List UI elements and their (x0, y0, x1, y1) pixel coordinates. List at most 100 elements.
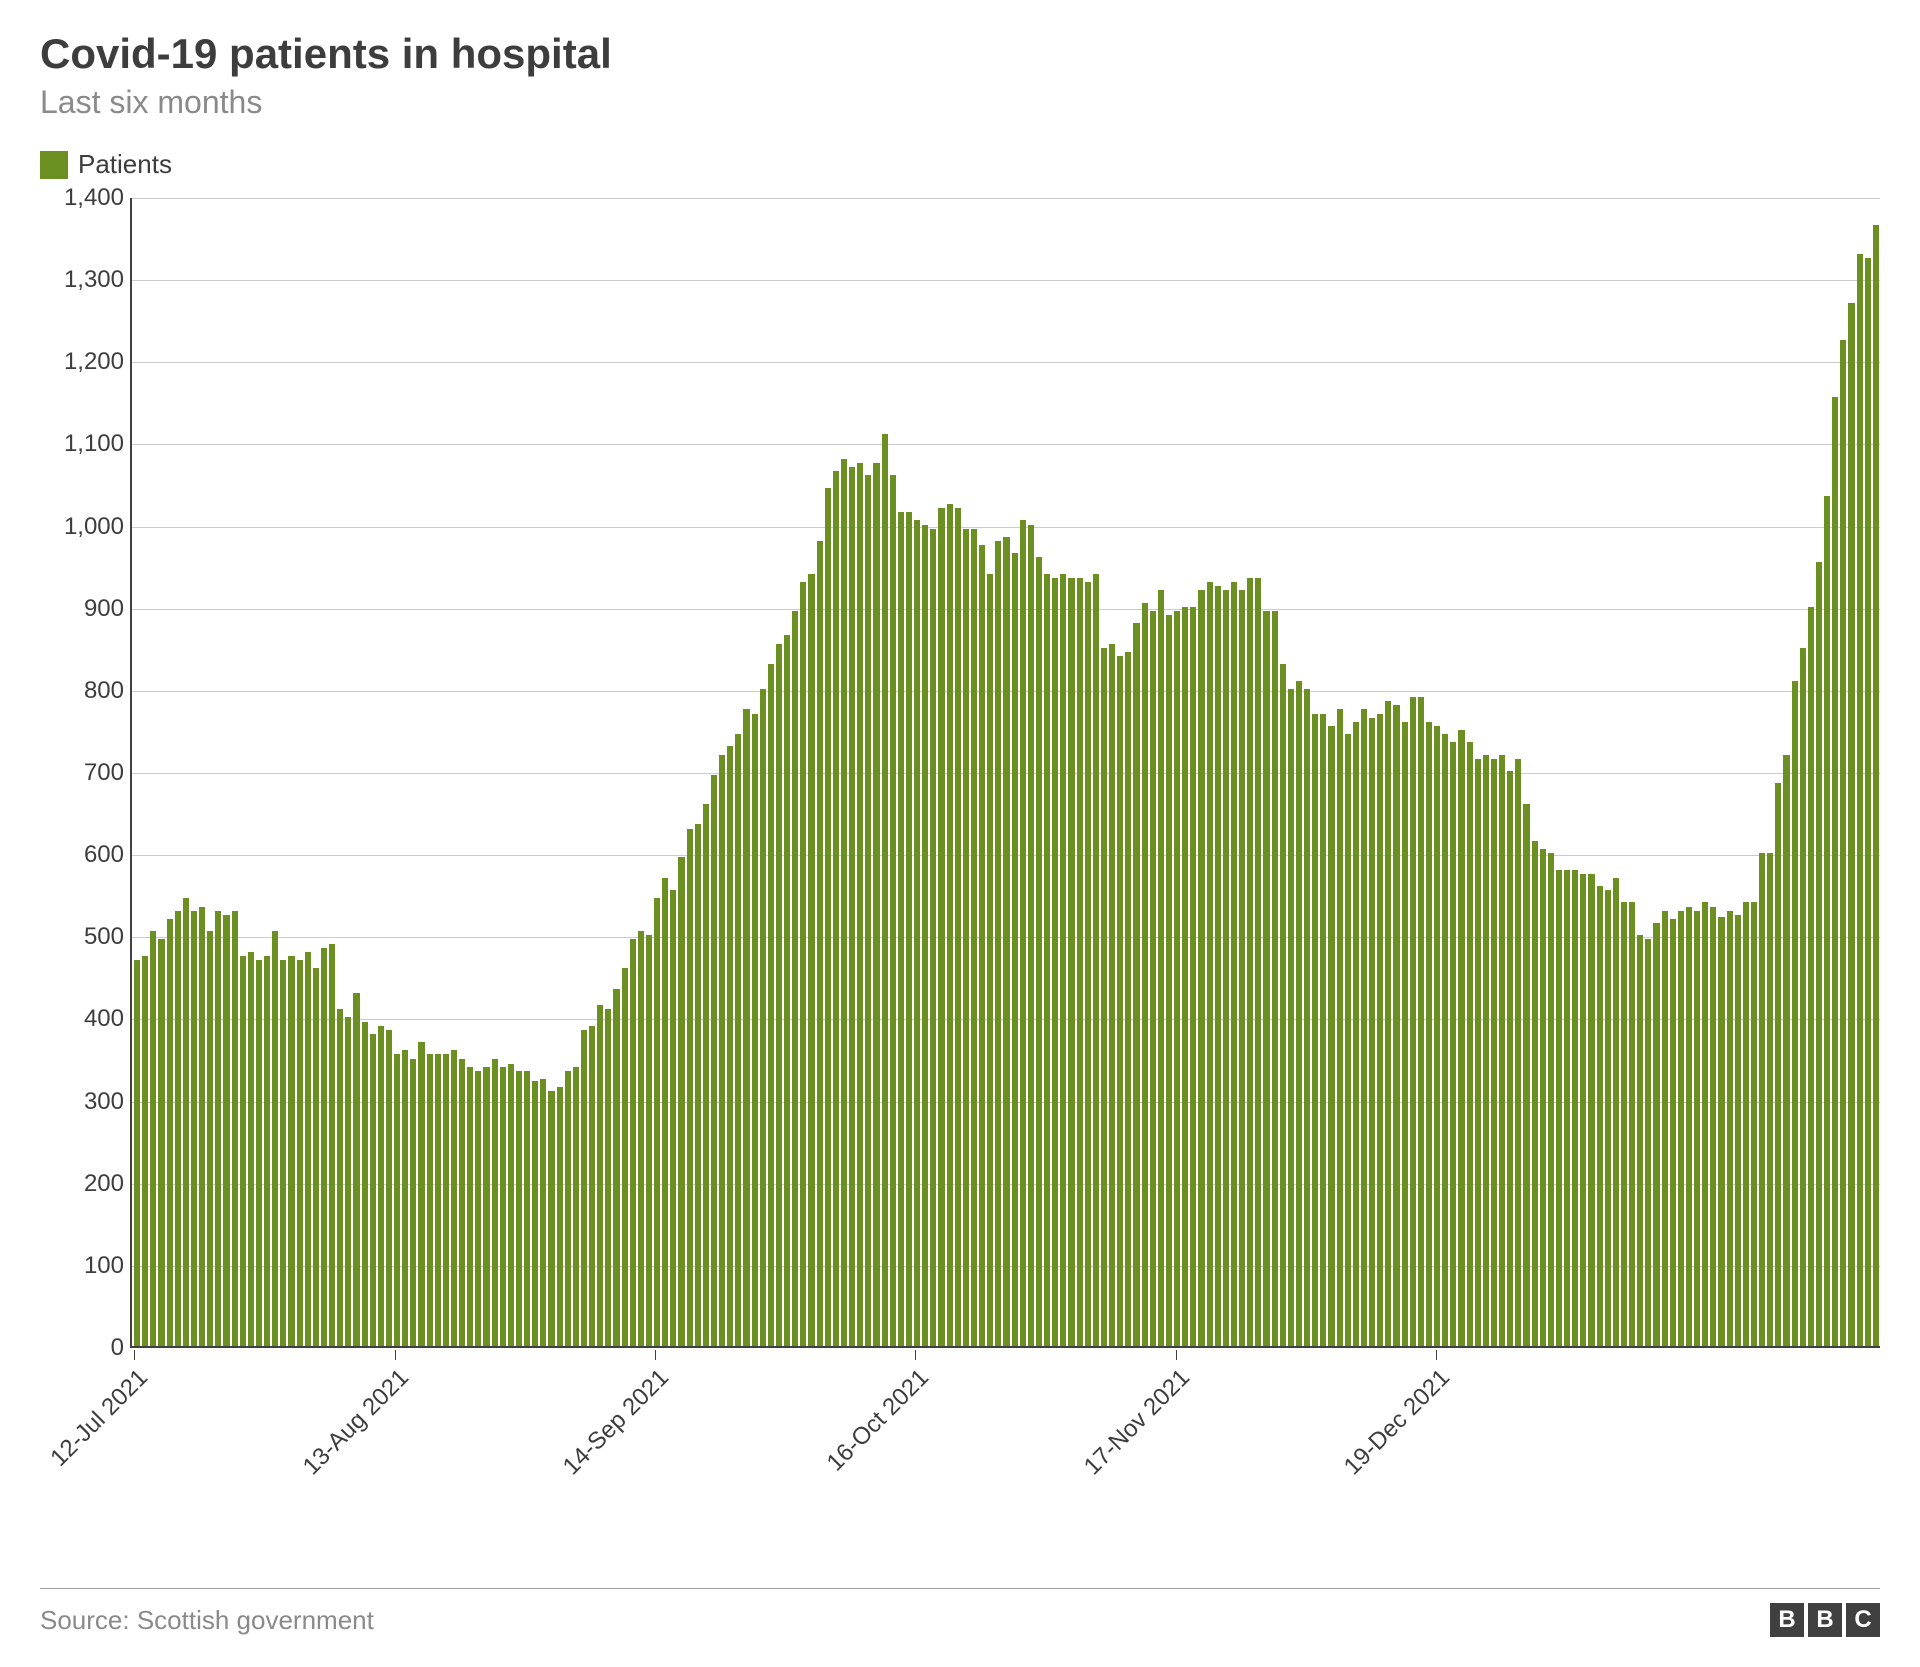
bar (1475, 759, 1481, 1346)
y-tick-label: 0 (40, 1334, 124, 1362)
bar (516, 1071, 522, 1346)
bar (930, 529, 936, 1346)
bar (500, 1067, 506, 1346)
bar (971, 529, 977, 1346)
y-tick-label: 1,200 (40, 348, 124, 376)
logo-letter: C (1846, 1603, 1880, 1637)
y-tick-label: 400 (40, 1005, 124, 1033)
legend: Patients (40, 149, 1880, 180)
bar (264, 956, 270, 1346)
bar (1678, 911, 1684, 1346)
y-tick-label: 300 (40, 1088, 124, 1116)
bar (752, 714, 758, 1347)
bar (987, 574, 993, 1346)
bar (1393, 705, 1399, 1346)
chart-footer: Source: Scottish government BBC (40, 1588, 1880, 1637)
bar (963, 529, 969, 1346)
x-axis-ticks: 12-Jul 202113-Aug 202114-Sep 202116-Oct … (130, 1350, 1880, 1570)
bar (1564, 870, 1570, 1346)
bar (1215, 586, 1221, 1346)
bar (1621, 902, 1627, 1346)
bar (240, 956, 246, 1346)
bar (817, 541, 823, 1346)
bar (1857, 254, 1863, 1347)
bar (1402, 722, 1408, 1346)
bar (792, 611, 798, 1346)
bar (638, 931, 644, 1346)
bar (605, 1009, 611, 1346)
bar (475, 1071, 481, 1346)
bar (922, 525, 928, 1346)
logo-letter: B (1770, 1603, 1804, 1637)
bar (573, 1067, 579, 1346)
bar (1783, 755, 1789, 1346)
bar (394, 1054, 400, 1346)
bar (1312, 714, 1318, 1347)
bar (654, 898, 660, 1346)
bar (418, 1042, 424, 1346)
bar (175, 911, 181, 1346)
bar (865, 475, 871, 1346)
y-tick-label: 1,300 (40, 266, 124, 294)
bar (1483, 755, 1489, 1346)
bar (223, 915, 229, 1346)
bar (288, 956, 294, 1346)
bar (483, 1067, 489, 1346)
x-tick-label: 14-Sep 2021 (558, 1364, 675, 1481)
x-tick-label: 17-Nov 2021 (1079, 1364, 1196, 1481)
bar (947, 504, 953, 1346)
bar (370, 1034, 376, 1346)
bar (678, 857, 684, 1346)
bar (1548, 853, 1554, 1346)
bar (1702, 902, 1708, 1346)
bar (1263, 611, 1269, 1346)
bar (353, 993, 359, 1346)
x-tick-label: 16-Oct 2021 (822, 1364, 935, 1477)
bar (532, 1081, 538, 1346)
bar (1296, 681, 1302, 1346)
bar (1467, 742, 1473, 1346)
bar (1077, 578, 1083, 1346)
bar (1361, 709, 1367, 1346)
bar (1507, 771, 1513, 1346)
bar (1418, 697, 1424, 1346)
bar (1580, 874, 1586, 1346)
bar (1255, 578, 1261, 1346)
y-tick-label: 800 (40, 677, 124, 705)
bar (1377, 714, 1383, 1347)
bar (1223, 590, 1229, 1346)
bar (1605, 890, 1611, 1346)
chart-title: Covid-19 patients in hospital (40, 30, 1880, 78)
bar (1085, 582, 1091, 1346)
bar (849, 467, 855, 1346)
bar (410, 1059, 416, 1347)
bar (1190, 607, 1196, 1346)
bar (1759, 853, 1765, 1346)
bar (232, 911, 238, 1346)
bar (955, 508, 961, 1346)
bar (443, 1054, 449, 1346)
bar (1060, 574, 1066, 1346)
bar (191, 911, 197, 1346)
x-tick-label: 13-Aug 2021 (297, 1364, 414, 1481)
bar (776, 644, 782, 1346)
bar (1150, 611, 1156, 1346)
bar (167, 919, 173, 1346)
bar (215, 911, 221, 1346)
bar (207, 931, 213, 1346)
bar (938, 508, 944, 1346)
bar (1824, 496, 1830, 1346)
bar (1410, 697, 1416, 1346)
bar (1662, 911, 1668, 1346)
bar (280, 960, 286, 1346)
bar (711, 775, 717, 1346)
y-tick-label: 200 (40, 1170, 124, 1198)
bar (1353, 722, 1359, 1346)
bar (768, 664, 774, 1346)
y-tick-label: 1,000 (40, 513, 124, 541)
y-tick-label: 1,400 (40, 184, 124, 212)
bar (1645, 939, 1651, 1346)
bar (313, 968, 319, 1346)
bar (1158, 590, 1164, 1346)
bar (1450, 742, 1456, 1346)
